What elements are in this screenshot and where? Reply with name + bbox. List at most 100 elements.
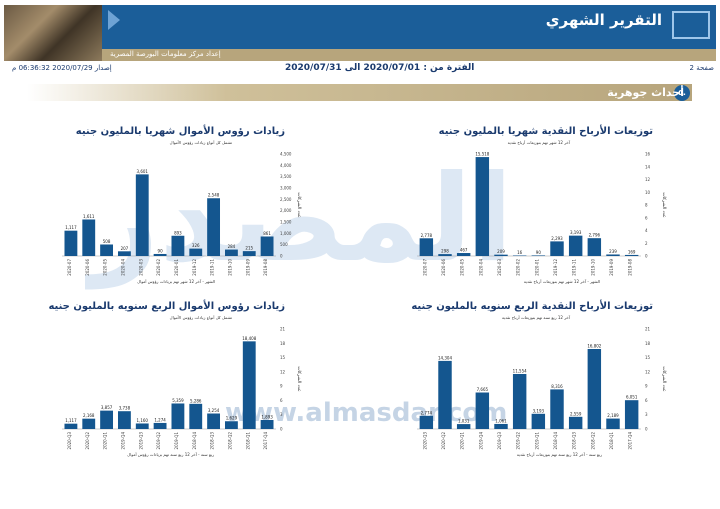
bar-value-label: 2,559 — [570, 411, 582, 416]
y-tick-label: 3 — [645, 412, 648, 417]
bar-value-label: 11,554 — [513, 368, 527, 373]
bar — [82, 418, 96, 429]
bar — [64, 423, 78, 429]
y-tick-label: 2,500 — [280, 197, 292, 202]
bar — [512, 255, 527, 256]
chart-title: توزيعات الأرباح النقدية الربع سنويه بالم… — [411, 301, 653, 312]
y-tick-label: 10 — [645, 190, 651, 195]
y-axis-label: عدد الشركات — [661, 192, 667, 218]
y-tick-label: 0 — [280, 427, 283, 432]
bar — [456, 424, 471, 429]
y-tick-label: 0 — [280, 254, 283, 259]
report-title: التقرير الشهري — [545, 11, 662, 29]
x-tick-label: 2020-03 — [138, 259, 143, 276]
y-tick-label: 15 — [280, 355, 286, 360]
bar-value-label: 1,117 — [65, 418, 77, 423]
chart-footnote: الشهر - آخر 12 شهر تهم بتوزيعات أرباح نق… — [523, 279, 600, 284]
bar — [587, 348, 602, 429]
bar — [494, 254, 508, 256]
x-tick-label: 2019-10 — [227, 259, 232, 276]
x-tick-label: 2020-04 — [478, 259, 483, 276]
chart-subtitle: تشمل كل أنواع زيادات رؤوس الأموال — [169, 140, 232, 145]
bar — [624, 254, 639, 256]
chart-subtitle: آخر 12 شهر تهم بتوزيعات أرباح نقدية — [507, 140, 570, 145]
bar-value-label: 169 — [628, 249, 636, 254]
x-tick-label: 2019-11 — [210, 259, 215, 276]
x-tick-label: 2019-Q4 — [478, 432, 483, 450]
bar-value-label: 5,359 — [172, 398, 184, 403]
x-tick-label: 2019-Q3 — [497, 432, 502, 450]
bar-value-label: 6,051 — [626, 395, 638, 400]
bar — [419, 238, 434, 256]
y-axis-label: عدد الشركات — [296, 192, 302, 218]
x-tick-label: 2017-Q4 — [263, 432, 268, 450]
bar-value-label: 3,254 — [208, 408, 220, 413]
bar — [456, 253, 471, 256]
x-tick-label: 2018-Q1 — [609, 432, 614, 450]
bar-value-label: 2,189 — [607, 413, 619, 418]
y-tick-label: 9 — [280, 384, 283, 389]
y-tick-label: 3,000 — [280, 186, 292, 191]
bar-value-label: 1,629 — [226, 416, 238, 421]
bar — [242, 251, 256, 256]
y-tick-label: 2,000 — [280, 208, 292, 213]
bar-value-label: 2,168 — [83, 413, 95, 418]
bar — [64, 230, 78, 256]
y-tick-label: 500 — [280, 242, 288, 247]
x-tick-label: 2019-12 — [192, 259, 197, 276]
x-tick-label: 2020-Q2 — [85, 432, 90, 450]
prepared-by-label: إعداد مركز معلومات البورصة المصرية — [110, 50, 221, 58]
capital-increase-monthly-chart: 0 500 1,000 1,500 2,000 2,500 3,000 3,500 4,000 4… — [62, 152, 302, 276]
y-tick-label: 6 — [280, 398, 283, 403]
bar-value-label: 16,802 — [587, 343, 601, 348]
bar — [189, 403, 203, 429]
y-axis-label: عدد الشركات — [661, 366, 667, 392]
x-tick-label: 2018-Q4 — [192, 432, 197, 450]
x-tick-label: 2020-07 — [67, 259, 72, 276]
bar — [419, 415, 434, 429]
x-tick-label: 2019-09 — [245, 259, 250, 276]
bar — [512, 373, 527, 429]
y-tick-label: 6 — [645, 398, 648, 403]
bar-value-label: 2,778 — [421, 233, 433, 238]
bar-value-label: 209 — [497, 249, 505, 254]
x-tick-label: 2019-Q2 — [156, 432, 161, 450]
bar-value-label: 893 — [174, 230, 182, 235]
y-tick-label: 12 — [280, 369, 286, 374]
bar-value-label: 1,160 — [137, 418, 149, 423]
section-title: أحداث جوهرية — [607, 86, 684, 99]
chart-subtitle: تشمل كل أنواع زيادات رؤوس الأموال — [169, 315, 232, 320]
bar — [475, 392, 490, 429]
bar — [224, 249, 238, 256]
x-tick-label: 2019-11 — [572, 259, 577, 276]
dividends-quarterly-chart: 0 3 6 9 12 15 18 21 عدد الشركات 2,774 2020-Q3 14,30… — [417, 327, 667, 450]
bar — [624, 400, 639, 429]
bar — [189, 248, 203, 256]
bar-value-label: 239 — [609, 249, 617, 254]
x-tick-label: 2020-05 — [103, 259, 108, 276]
x-tick-label: 2020-Q1 — [103, 432, 108, 450]
bar — [550, 241, 564, 256]
x-tick-label: 2019-Q1 — [174, 432, 179, 450]
y-tick-label: 12 — [645, 177, 651, 182]
bar — [207, 413, 221, 429]
y-tick-label: 4,500 — [280, 152, 292, 157]
bar-value-label: 326 — [192, 243, 200, 248]
bar — [135, 174, 149, 256]
chart-title: زيادات رؤوس الأموال شهريا بالمليون جنيه — [75, 126, 285, 137]
x-tick-label: 2018-Q3 — [210, 432, 215, 450]
dividends-monthly-chart: 0 2 4 6 8 10 12 14 16 عدد الشركات 2,778 2020-07 298 2… — [417, 152, 667, 276]
bar-value-label: 3,857 — [101, 405, 113, 410]
x-tick-label: 2019-08 — [263, 259, 268, 276]
x-tick-label: 2020-04 — [120, 259, 125, 276]
bar-value-label: 1,061 — [495, 418, 507, 423]
bar-value-label: 467 — [460, 248, 468, 253]
x-tick-label: 2019-10 — [590, 259, 595, 276]
y-tick-label: 2 — [645, 241, 648, 246]
watermark-logo: المصدر — [90, 150, 514, 289]
banner-photo — [4, 5, 102, 61]
bar — [438, 360, 452, 429]
bar-value-label: 14,304 — [438, 355, 452, 360]
y-tick-label: 1,000 — [280, 231, 292, 236]
chart-subtitle: آخر 12 ربع سنة تهم بتوزيعات أرباح نقدية — [501, 315, 570, 320]
